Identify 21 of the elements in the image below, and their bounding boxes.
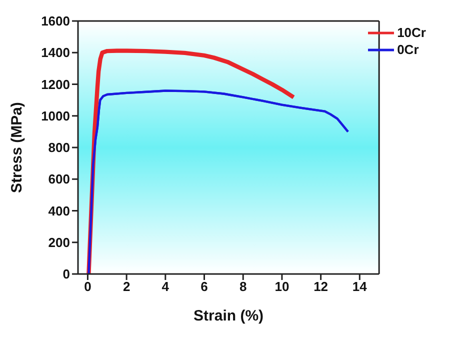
- x-tick-label: 6: [200, 279, 208, 294]
- y-tick-label: 1200: [41, 76, 70, 92]
- y-tick-label: 600: [48, 172, 70, 187]
- x-tick-label: 14: [352, 279, 368, 294]
- y-tick-label: 1600: [41, 14, 70, 29]
- x-axis-title: Strain (%): [194, 308, 264, 325]
- y-tick-label: 400: [48, 203, 70, 218]
- x-tick-label: 4: [162, 279, 170, 294]
- y-axis-title: Stress (MPa): [8, 102, 26, 193]
- y-tick-label: 800: [48, 140, 70, 156]
- y-tick-label: 1000: [41, 108, 70, 124]
- y-tick-label: 200: [48, 234, 70, 250]
- y-tick-label: 1400: [41, 45, 70, 60]
- x-tick-label: 8: [239, 279, 247, 294]
- x-tick-label: 12: [314, 279, 328, 294]
- x-tick-label: 10: [274, 279, 290, 294]
- x-tick-label: 0: [84, 279, 92, 294]
- legend-label: 0Cr: [397, 42, 419, 57]
- legend-label: 10Cr: [397, 25, 426, 40]
- y-tick-label: 0: [62, 266, 70, 282]
- x-tick-label: 2: [122, 279, 130, 294]
